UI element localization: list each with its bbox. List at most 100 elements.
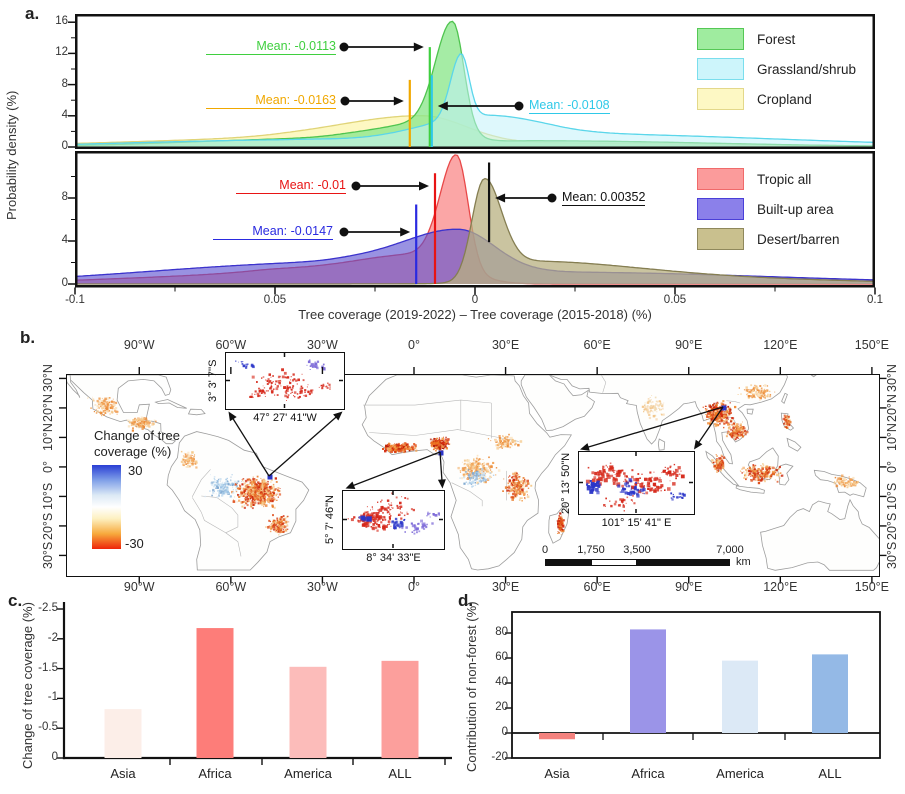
map-lon-label-top: 30°W xyxy=(307,338,338,352)
map-lat-label-right: 10°N xyxy=(885,423,899,452)
inset-brazil-lat-label: 3° 3' 7''S xyxy=(207,359,219,403)
map-lon-label-bottom: 0° xyxy=(408,580,420,594)
map-lat-label-right: 10°S xyxy=(885,482,899,511)
panel-a-density-plots: a. Probability density (%) Tree coverage… xyxy=(0,0,905,330)
panel-c-bar-chart: c. Change of tree coverage (%) -2.5 -2 -1.… xyxy=(0,590,455,794)
legend-label: Built-up area xyxy=(757,201,834,217)
map-lon-label-top: 60°W xyxy=(215,338,247,352)
legend-swatch xyxy=(697,58,744,80)
panel-a-label: a. xyxy=(25,4,40,23)
inset-brazil-lon-label: 47° 27' 41"W xyxy=(253,412,317,424)
y-tick-label: -2.5 xyxy=(38,602,58,614)
legend-label: Desert/barren xyxy=(757,231,840,247)
density-plot-regions xyxy=(68,151,876,295)
legend-label: Tropic all xyxy=(757,171,812,187)
map-lon-label-bottom: 90°W xyxy=(123,580,155,594)
panel-c-label: c. xyxy=(8,591,23,610)
category-label: ALL xyxy=(818,766,842,781)
category-label: ALL xyxy=(388,766,412,781)
map-lat-label-right: 20°S xyxy=(885,512,899,540)
legend-swatch xyxy=(697,198,744,220)
map-lon-label-bottom: 120°E xyxy=(763,580,798,594)
scalebar-label: 3,500 xyxy=(623,544,651,556)
legend-label: Cropland xyxy=(757,91,812,107)
category-label: America xyxy=(284,766,332,781)
y-tick-label: 0 xyxy=(61,140,68,152)
y-tick-label: 0 xyxy=(51,751,58,763)
legend-regions-item: Built-up area xyxy=(697,194,840,224)
y-tick-label: 16 xyxy=(55,15,68,28)
map-lon-label-bottom: 90°E xyxy=(675,580,703,594)
panel-b-label: b. xyxy=(20,328,36,347)
legend-landcover-item: Cropland xyxy=(697,84,856,114)
colorbar-title: Change of tree coverage (%) xyxy=(94,428,181,459)
category-label: America xyxy=(716,766,764,781)
x-tick-label: 0 xyxy=(471,294,479,306)
map-lat-label-right: 0° xyxy=(885,460,899,473)
legend-landcover-item: Grassland/shrub xyxy=(697,54,856,84)
map-lon-label-bottom: 150°E xyxy=(854,580,889,594)
y-tick-label: 8 xyxy=(61,191,68,203)
scalebar-label: 0 xyxy=(541,544,549,556)
y-tick-label: -20 xyxy=(491,751,508,763)
panel-b-map: b. Change of tree coverage (%) 30 -30 km… xyxy=(0,328,905,600)
map-lat-label-left: 20°N xyxy=(41,393,55,422)
annotation-mean-forest: Mean: -0.0113 xyxy=(206,39,336,55)
inset-southeast-asia-lon-label: 101° 15' 41" E xyxy=(601,517,672,529)
map-frame xyxy=(66,374,880,577)
world-tree-coverage-map xyxy=(67,375,879,571)
y-tick-label: 40 xyxy=(495,676,508,688)
map-lon-label-bottom: 30°E xyxy=(491,580,520,594)
colorbar-max-label: 30 xyxy=(128,463,143,478)
legend-regions-item: Desert/barren xyxy=(697,224,840,254)
map-lon-label-bottom: 30°W xyxy=(307,580,338,594)
legend-swatch xyxy=(697,228,744,250)
map-lon-label-top: 30°E xyxy=(491,338,520,352)
map-lat-label-right: 30°S xyxy=(885,541,899,570)
x-tick-label: 0.05 xyxy=(663,294,687,306)
map-lat-label-left: 0° xyxy=(41,460,55,473)
y-tick-label: 20 xyxy=(495,701,508,713)
y-tick-label: -2 xyxy=(47,631,58,644)
map-lat-label-right: 30°N xyxy=(885,364,899,393)
y-tick-label: 60 xyxy=(495,651,508,663)
inset-west-africa-lon-label: 8° 34' 33"E xyxy=(366,552,421,564)
map-lon-label-top: 120°E xyxy=(763,338,798,352)
legend-landcover-item: Forest xyxy=(697,24,856,54)
map-lat-label-left: 10°N xyxy=(41,423,55,452)
map-inset-west-africa xyxy=(342,490,445,550)
x-tick-label: -0.1 xyxy=(65,294,85,306)
map-lon-label-top: 0° xyxy=(408,338,420,352)
map-lat-label-left: 20°S xyxy=(41,512,55,540)
map-lat-label-left: 10°S xyxy=(41,482,55,511)
map-lat-label-left: 30°N xyxy=(41,364,55,393)
map-lon-label-top: 90°E xyxy=(675,338,703,352)
scalebar-segment-3 xyxy=(637,559,730,566)
y-tick-label: -0.5 xyxy=(38,721,58,734)
scalebar-segment-1 xyxy=(545,559,591,566)
map-lon-label-bottom: 60°E xyxy=(583,580,611,594)
scalebar-label: 7,000 xyxy=(716,544,744,556)
legend-regions-item: Tropic all xyxy=(697,164,840,194)
y-tick-label: 8 xyxy=(61,77,68,90)
category-label: Africa xyxy=(198,766,232,781)
map-lat-label-right: 20°N xyxy=(885,393,899,422)
category-label: Africa xyxy=(631,766,665,781)
y-tick-label: 12 xyxy=(55,46,68,59)
scalebar-unit: km xyxy=(736,556,751,568)
annotation-mean-desert: Mean: 0.00352 xyxy=(562,190,646,206)
x-tick-label: 0.1 xyxy=(867,294,883,306)
panel-d-label: d. xyxy=(458,591,474,610)
legend-swatch xyxy=(697,168,744,190)
map-lon-label-top: 90°W xyxy=(123,338,155,352)
legend-landcover: Forest Grassland/shrub Cropland xyxy=(697,24,856,114)
scalebar-segment-2 xyxy=(591,559,637,566)
y-tick-label: 4 xyxy=(61,108,68,121)
panel-a-x-axis-title: Tree coverage (2019-2022) – Tree coverag… xyxy=(298,307,652,322)
legend-label: Grassland/shrub xyxy=(757,61,857,77)
legend-swatch xyxy=(697,28,744,50)
change-of-tree-coverage-chart xyxy=(57,602,452,765)
colorbar-gradient xyxy=(92,465,121,549)
map-lon-label-bottom: 60°W xyxy=(215,580,247,594)
scalebar-label: 1,750 xyxy=(577,544,605,556)
